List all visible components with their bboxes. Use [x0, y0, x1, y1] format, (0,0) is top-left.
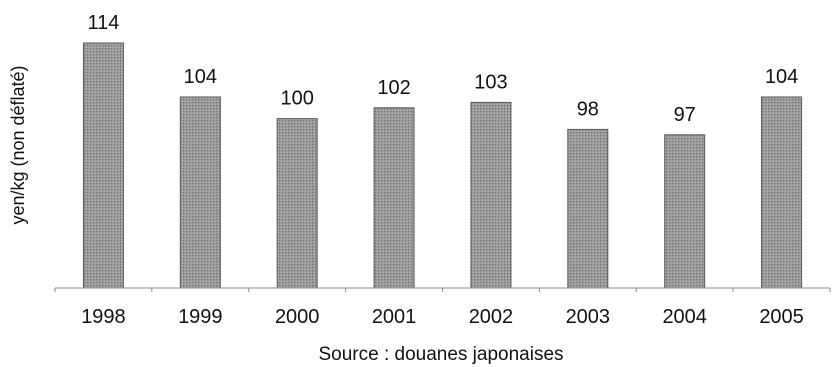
- data-label-2004: 97: [674, 104, 696, 126]
- data-labels-layer: 114 104 100 102 103 98 97 104: [87, 12, 798, 126]
- x-tick-label-2002: 2002: [469, 306, 514, 328]
- bar-2003: [567, 128, 609, 289]
- data-label-2002: 103: [474, 71, 507, 93]
- bars-layer: [82, 42, 803, 289]
- bar-2000: [276, 118, 318, 289]
- x-tick-marks: [54, 288, 831, 292]
- bar-2005: [761, 96, 803, 289]
- x-tick-label-2004: 2004: [662, 306, 707, 328]
- x-tick-label-1998: 1998: [81, 306, 126, 328]
- bar-2002: [470, 101, 512, 289]
- bar-1999: [179, 96, 221, 289]
- bar-2004: [664, 134, 706, 289]
- x-tick-label-1999: 1999: [178, 306, 223, 328]
- bar-1998: [82, 42, 124, 289]
- x-tick-label-2001: 2001: [372, 306, 417, 328]
- x-tick-labels-layer: 1998 1999 2000 2001 2002 2003 2004 2005: [81, 306, 804, 328]
- data-label-2005: 104: [765, 66, 798, 88]
- bar-2001: [373, 107, 415, 289]
- x-axis-label: Source : douanes japonaises: [318, 344, 563, 365]
- data-label-2003: 98: [577, 98, 599, 120]
- data-label-2001: 102: [377, 77, 410, 99]
- data-label-2000: 100: [281, 88, 314, 110]
- y-axis-label: yen/kg (non déflaté): [8, 65, 28, 224]
- data-label-1999: 104: [184, 66, 217, 88]
- data-label-1998: 114: [87, 12, 119, 34]
- x-tick-label-2000: 2000: [275, 306, 320, 328]
- x-tick-label-2005: 2005: [759, 306, 804, 328]
- x-tick-label-2003: 2003: [566, 306, 611, 328]
